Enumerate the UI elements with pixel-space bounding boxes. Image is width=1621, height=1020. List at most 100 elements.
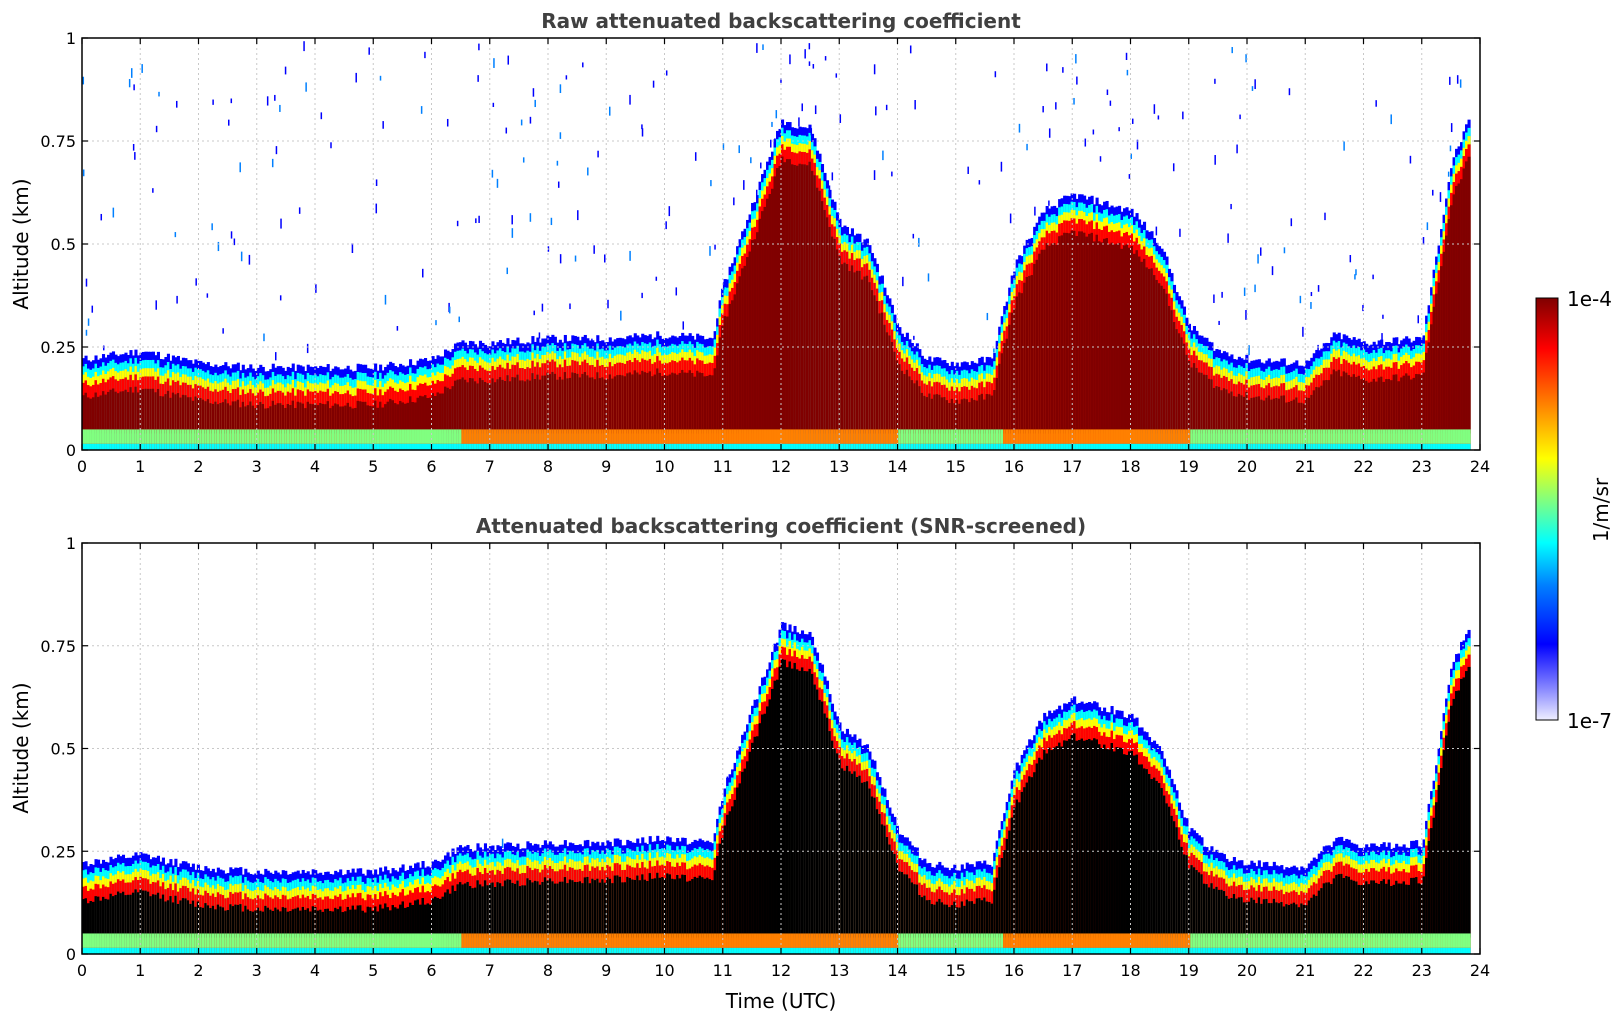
profile-column-surface	[246, 947, 250, 954]
profile-column-surface	[121, 933, 126, 948]
profile-column-surface	[1422, 429, 1426, 444]
profile-column-surface	[588, 443, 592, 450]
profile-column-core	[1137, 256, 1142, 434]
profile-column-core	[865, 275, 869, 434]
profile-column-core	[576, 373, 580, 434]
profile-column-core	[1113, 244, 1117, 434]
profile-column-core	[1407, 375, 1411, 434]
profile-column-surface	[795, 443, 800, 450]
profile-column-core	[830, 236, 835, 434]
profile-column-surface	[773, 443, 777, 450]
profile-column-core	[254, 408, 258, 434]
profile-column-surface	[236, 443, 240, 450]
noise-speck	[85, 329, 88, 336]
profile-column-core	[249, 401, 253, 434]
profile-column-surface	[101, 443, 106, 450]
profile-column-surface	[349, 443, 353, 450]
noise-speck	[128, 79, 131, 88]
profile-column-surface	[111, 947, 116, 954]
profile-column-core	[768, 194, 772, 434]
profile-column-surface	[186, 947, 190, 954]
profile-column-core	[855, 270, 859, 434]
profile-column-surface	[184, 443, 188, 450]
profile-column-surface	[191, 443, 195, 450]
profile-column-surface	[728, 429, 732, 444]
profile-column-surface	[905, 429, 909, 444]
profile-column-surface	[508, 429, 512, 444]
profile-column-surface	[1255, 443, 1259, 450]
profile-column-surface	[918, 443, 922, 450]
profile-column-core	[184, 898, 188, 938]
profile-column-surface	[369, 443, 373, 450]
profile-column-surface	[436, 443, 440, 450]
profile-column-core	[94, 392, 98, 434]
profile-column-surface	[1080, 429, 1084, 444]
profile-column-core	[516, 374, 520, 434]
profile-column-core	[311, 404, 315, 434]
y-tick-label: 0.75	[40, 132, 76, 151]
profile-column-surface	[219, 429, 223, 444]
profile-column-surface	[274, 429, 278, 444]
profile-column-surface	[1227, 443, 1231, 450]
profile-column-surface	[99, 933, 103, 948]
profile-column-core	[1063, 232, 1067, 434]
profile-column-surface	[129, 947, 133, 954]
profile-column-surface	[184, 947, 188, 954]
profile-column-surface	[1212, 443, 1216, 450]
profile-column-core	[890, 341, 894, 434]
profile-column-core	[1395, 374, 1399, 434]
profile-column-surface	[194, 429, 198, 444]
profile-column-core	[636, 372, 640, 434]
profile-column-surface	[678, 429, 682, 444]
profile-column-surface	[1073, 429, 1077, 444]
profile-column-core	[1093, 241, 1097, 434]
profile-column-core	[723, 316, 727, 434]
profile-column-core	[691, 372, 695, 434]
profile-column-core	[316, 910, 320, 938]
profile-column-core	[853, 272, 857, 434]
profile-column-surface	[306, 443, 310, 450]
profile-column-core	[1090, 232, 1094, 434]
profile-column-surface	[104, 443, 108, 450]
profile-column-surface	[126, 947, 131, 954]
profile-column-core	[334, 403, 338, 434]
noise-speck	[1026, 143, 1028, 151]
profile-column-surface	[1145, 429, 1149, 444]
profile-column-surface	[790, 429, 795, 444]
profile-column-core	[174, 394, 178, 434]
profile-column-core	[306, 908, 310, 938]
profile-column-surface	[1245, 429, 1249, 444]
profile-column-surface	[711, 429, 715, 444]
noise-speck	[320, 112, 323, 120]
profile-column-surface	[898, 443, 902, 450]
profile-column-surface	[116, 933, 121, 948]
profile-column-surface	[1068, 443, 1072, 450]
profile-column-core	[790, 164, 795, 434]
profile-column-surface	[269, 443, 273, 450]
profile-column-surface	[1212, 429, 1216, 444]
profile-column-surface	[261, 429, 265, 444]
profile-column-core	[1400, 377, 1404, 434]
profile-column-surface	[291, 947, 295, 954]
noise-speck	[1426, 222, 1429, 231]
profile-column-surface	[276, 933, 280, 948]
profile-column-surface	[1190, 443, 1194, 450]
profile-column-core	[416, 397, 420, 434]
noise-speck	[1254, 284, 1256, 293]
profile-column-core	[196, 397, 200, 434]
profile-column-surface	[146, 933, 151, 948]
profile-column-surface	[668, 429, 672, 444]
profile-column-surface	[1387, 429, 1391, 444]
noise-speck	[582, 62, 584, 68]
noise-speck	[1046, 63, 1048, 72]
noise-speck	[1382, 314, 1384, 319]
profile-column-surface	[254, 429, 258, 444]
profile-column-core	[471, 378, 475, 434]
profile-column-core	[1023, 282, 1027, 434]
profile-column-core	[126, 392, 131, 434]
profile-column-surface	[1085, 443, 1089, 450]
profile-column-core	[726, 316, 730, 434]
noise-speck	[222, 328, 224, 334]
profile-column-surface	[154, 443, 158, 450]
profile-column-surface	[82, 443, 86, 450]
